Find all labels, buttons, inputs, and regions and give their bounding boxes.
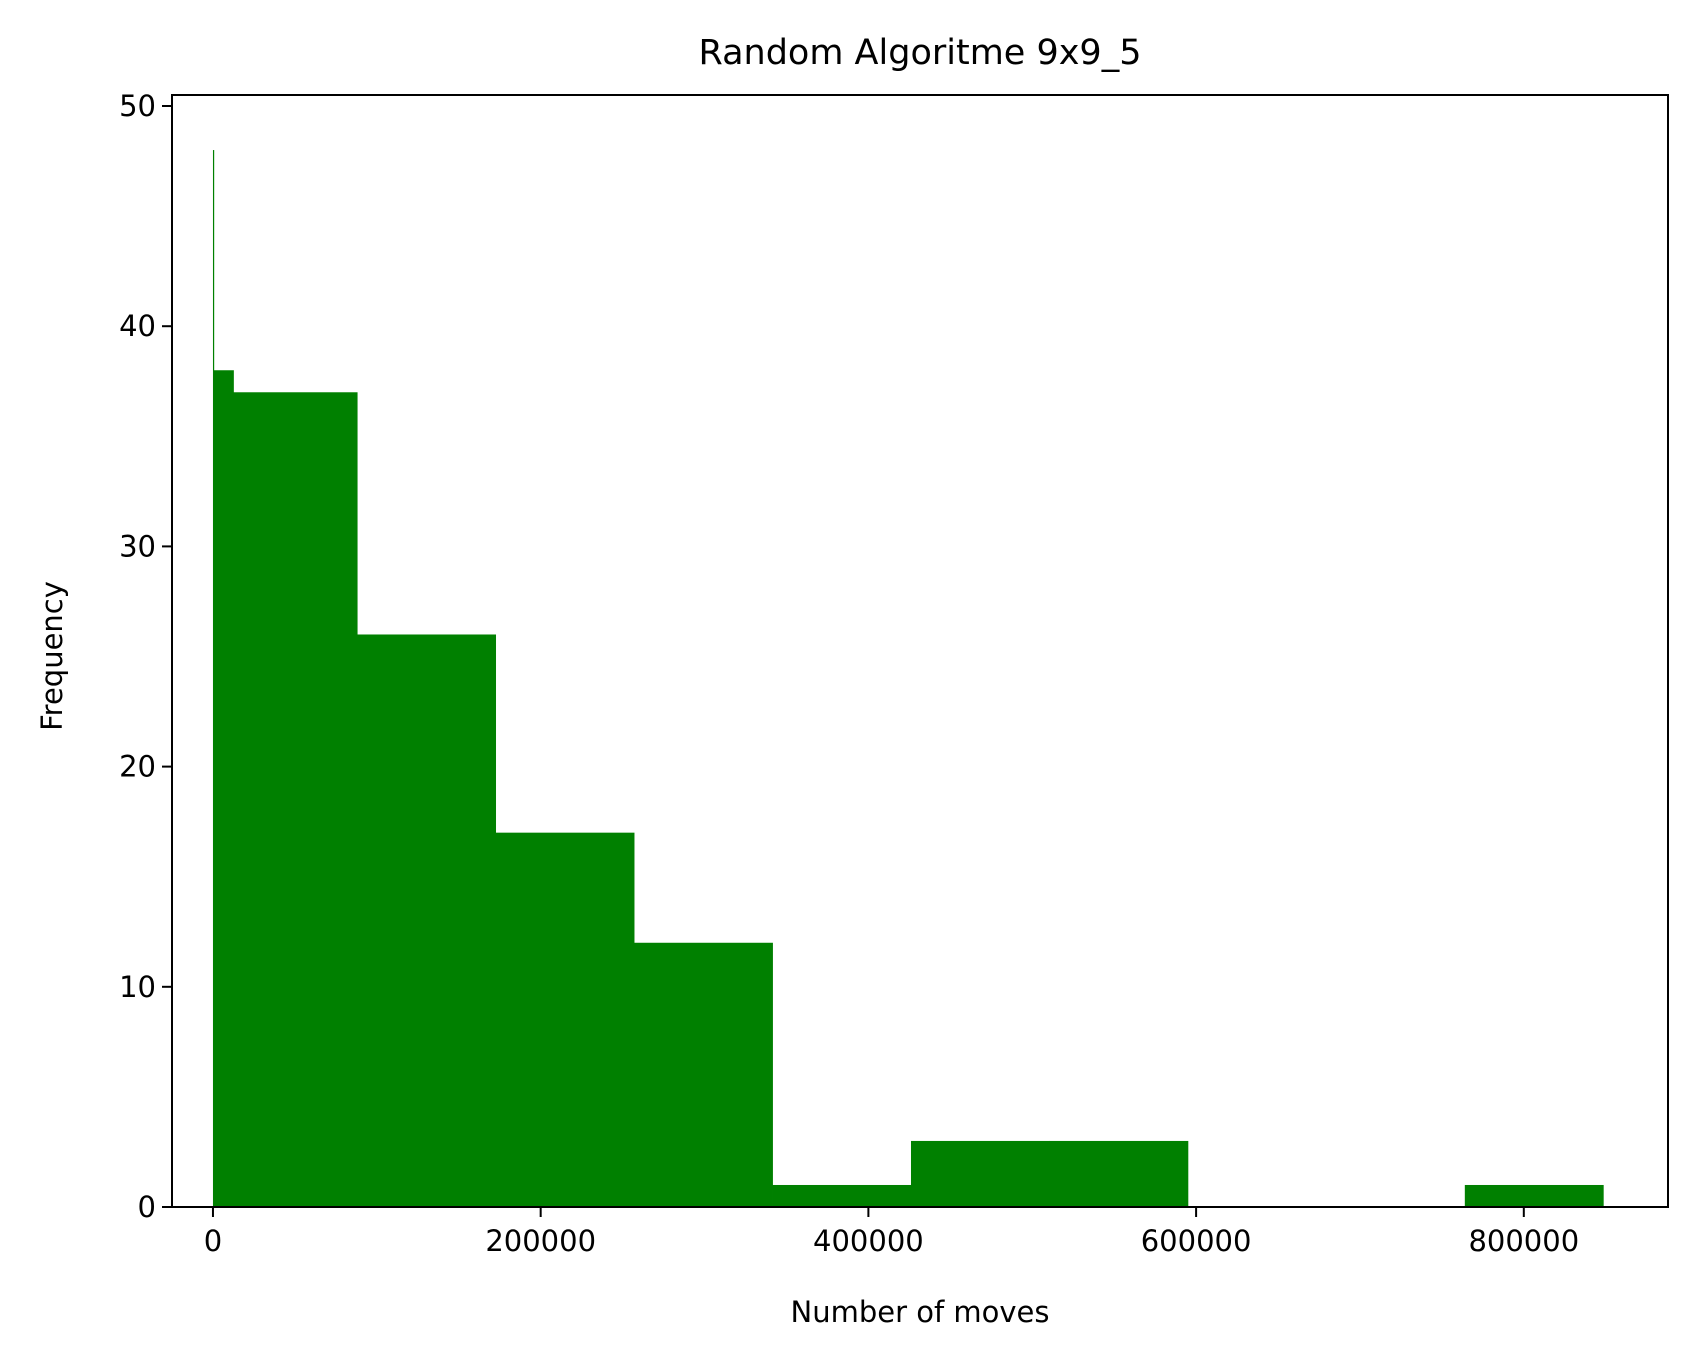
histogram-bar-4 <box>357 634 497 1207</box>
bars-layer <box>212 150 1604 1207</box>
histogram-bar-12 <box>1464 1184 1604 1207</box>
chart-title: Random Algoritme 9x9_5 <box>699 33 1142 73</box>
x-tick-label-3: 600000 <box>1141 1224 1252 1258</box>
x-tick-label-1: 200000 <box>485 1224 596 1258</box>
y-axis-label: Frequency <box>35 581 69 731</box>
x-tick-label-0: 0 <box>204 1224 222 1258</box>
histogram-bar-1 <box>212 150 215 1207</box>
histogram-bar-5 <box>495 832 635 1207</box>
histogram-bar-7 <box>772 1184 912 1207</box>
histogram-bar-2 <box>213 370 234 1207</box>
histogram-bar-8 <box>910 1140 1050 1207</box>
y-tick-label-3: 30 <box>119 529 156 563</box>
ticks-layer: 0 200000 400000 600000 800000 0 10 20 30 40 50 <box>119 89 1579 1258</box>
y-tick-label-2: 20 <box>119 750 156 784</box>
plot-area-frame <box>171 94 1669 1208</box>
x-axis-label: Number of moves <box>791 1295 1050 1329</box>
x-tick-label-4: 800000 <box>1468 1224 1579 1258</box>
y-tick-label-1: 10 <box>119 970 156 1004</box>
histogram-bar-3 <box>233 392 358 1207</box>
x-tick-label-2: 400000 <box>813 1224 924 1258</box>
histogram-bar-6 <box>634 942 773 1207</box>
histogram-bar-9 <box>1049 1140 1189 1207</box>
y-tick-label-0: 0 <box>138 1190 156 1224</box>
y-tick-label-4: 40 <box>119 309 156 343</box>
y-tick-label-5: 50 <box>119 89 156 123</box>
